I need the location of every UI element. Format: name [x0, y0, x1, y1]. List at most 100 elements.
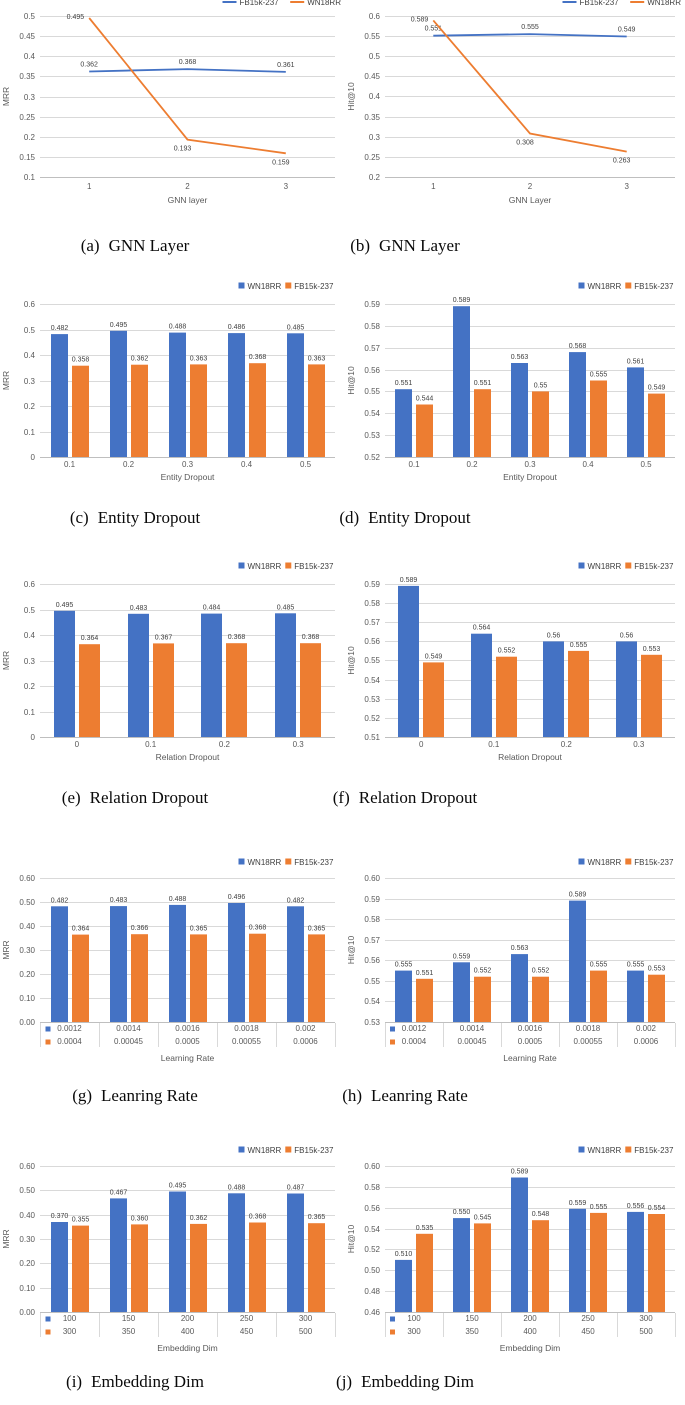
series-FB15k-237: 0.551 0.555 0.549: [425, 24, 636, 38]
svg-text:0.40: 0.40: [19, 922, 35, 931]
svg-text:0.54: 0.54: [364, 409, 380, 418]
caption-j: (j) Embedding Dim: [290, 1372, 520, 1392]
svg-text:0.10: 0.10: [19, 1284, 35, 1293]
svg-text:0.0005: 0.0005: [518, 1037, 543, 1046]
svg-text:0: 0: [31, 453, 36, 462]
svg-text:0.60: 0.60: [364, 1162, 380, 1171]
svg-text:0.57: 0.57: [364, 618, 380, 627]
svg-text:0.548: 0.548: [532, 1211, 550, 1218]
svg-text:0.0004: 0.0004: [57, 1037, 82, 1046]
svg-text:0.482: 0.482: [51, 897, 69, 904]
series-FB15k-237: 0.364 0.366 0.365 0.368 0.365: [72, 925, 325, 1022]
svg-text:0.3: 0.3: [24, 377, 36, 386]
svg-text:0.495: 0.495: [110, 322, 128, 329]
svg-text:0.00: 0.00: [19, 1018, 35, 1027]
caption-h-text: Leanring Rate: [371, 1086, 468, 1105]
series-FB15k-237: 0.549 0.552 0.555 0.553: [423, 642, 662, 737]
svg-text:0.367: 0.367: [155, 634, 173, 641]
svg-text:0.4: 0.4: [24, 52, 36, 61]
svg-text:0.4: 0.4: [582, 460, 594, 469]
svg-text:200: 200: [523, 1314, 537, 1323]
svg-text:Relation Dropout: Relation Dropout: [156, 752, 220, 762]
svg-text:FB15k-237: FB15k-237: [634, 858, 674, 867]
svg-text:0.559: 0.559: [453, 953, 471, 960]
svg-text:0.53: 0.53: [364, 431, 380, 440]
series-WN18RR: 0.589 0.564 0.56 0.56: [398, 577, 637, 737]
chart-g-mrr-vs-learning-rate: 0.00 0.10 0.20 0.30 0.40 0.50 0.60 MRR Learning …: [0, 834, 345, 1074]
svg-text:500: 500: [639, 1327, 653, 1336]
svg-text:Hit@10: Hit@10: [346, 366, 356, 395]
series-WN18RR: 0.510 0.550 0.589 0.559 0.556: [395, 1169, 644, 1312]
svg-text:0.0006: 0.0006: [634, 1037, 659, 1046]
svg-text:FB15k-237: FB15k-237: [294, 858, 334, 867]
svg-text:0.3: 0.3: [293, 740, 305, 749]
svg-text:GNN layer: GNN layer: [168, 195, 208, 205]
svg-text:0.5: 0.5: [369, 52, 381, 61]
svg-text:0: 0: [31, 733, 36, 742]
y-axis: 0.46 0.48 0.50 0.52 0.54 0.56 0.58 0.60 Hit@10: [346, 1162, 675, 1317]
svg-text:Hit@10: Hit@10: [346, 82, 356, 111]
y-axis: 0.1 0.15 0.2 0.25 0.3 0.35 0.4 0.45 0.5 MRR: [1, 12, 335, 182]
svg-text:0.15: 0.15: [19, 153, 35, 162]
svg-text:0.495: 0.495: [169, 1183, 187, 1190]
legend: WN18RR FB15k-237: [238, 562, 334, 571]
svg-text:200: 200: [181, 1314, 195, 1323]
svg-text:0.555: 0.555: [590, 1204, 608, 1211]
svg-text:FB15k-237: FB15k-237: [634, 1146, 674, 1155]
series-WN18RR: 0.551 0.589 0.563 0.568 0.561: [395, 297, 645, 457]
svg-text:0.52: 0.52: [364, 1245, 380, 1254]
svg-text:0.561: 0.561: [627, 358, 645, 365]
legend: WN18RR FB15k-237: [578, 1146, 674, 1155]
svg-text:0.555: 0.555: [590, 962, 608, 969]
x-axis: Embedding Dim 100 150 200 250 300 300 350 400 450…: [385, 1313, 676, 1353]
svg-text:0.2: 0.2: [219, 740, 231, 749]
series-WN18RR: 0.555 0.559 0.563 0.589 0.555: [395, 892, 644, 1022]
svg-text:0.358: 0.358: [72, 357, 90, 364]
svg-text:0.59: 0.59: [364, 895, 380, 904]
chart-j-hit10-vs-embedding-dim: 0.46 0.48 0.50 0.52 0.54 0.56 0.58 0.60 Hit@10 Em…: [345, 1140, 685, 1372]
svg-text:0.55: 0.55: [534, 382, 548, 389]
svg-text:0.363: 0.363: [308, 355, 326, 362]
chart-svg-e: 0 0.1 0.2 0.3 0.4 0.5 0.6 MRR Relation Dropout 0 0…: [1, 562, 335, 762]
svg-text:0.488: 0.488: [169, 896, 187, 903]
svg-text:0.554: 0.554: [648, 1205, 666, 1212]
svg-text:450: 450: [240, 1327, 254, 1336]
svg-text:0.2: 0.2: [561, 740, 573, 749]
caption-e: (e) Relation Dropout: [20, 788, 250, 808]
svg-text:450: 450: [581, 1327, 595, 1336]
svg-text:0.20: 0.20: [19, 1259, 35, 1268]
svg-text:350: 350: [465, 1327, 479, 1336]
svg-text:0.496: 0.496: [228, 894, 246, 901]
svg-text:0.589: 0.589: [453, 297, 471, 304]
svg-text:0.35: 0.35: [364, 113, 380, 122]
svg-text:0.00045: 0.00045: [458, 1037, 487, 1046]
svg-text:0.555: 0.555: [590, 372, 608, 379]
svg-text:MRR: MRR: [1, 940, 11, 959]
legend: WN18RR FB15k-237: [238, 858, 334, 867]
svg-text:0.4: 0.4: [24, 631, 36, 640]
svg-text:WN18RR: WN18RR: [588, 858, 622, 867]
x-axis: Entity Dropout 0.1 0.2 0.3 0.4 0.5: [64, 460, 312, 482]
svg-text:0.483: 0.483: [110, 897, 128, 904]
chart-d-hit10-vs-entity-dropout: 0.52 0.53 0.54 0.55 0.56 0.57 0.58 0.59 Hit@10 En…: [345, 270, 685, 502]
svg-text:0.488: 0.488: [169, 324, 187, 331]
svg-text:0.3: 0.3: [633, 740, 645, 749]
svg-text:Embedding Dim: Embedding Dim: [157, 1343, 217, 1353]
svg-text:0.563: 0.563: [511, 945, 529, 952]
svg-text:0.35: 0.35: [19, 72, 35, 81]
caption-i-text: Embedding Dim: [91, 1372, 204, 1391]
svg-text:Learning Rate: Learning Rate: [161, 1053, 215, 1063]
svg-text:0.589: 0.589: [511, 1169, 529, 1176]
svg-text:0.60: 0.60: [19, 874, 35, 883]
svg-text:0.2: 0.2: [123, 460, 135, 469]
svg-text:400: 400: [523, 1327, 537, 1336]
caption-e-text: Relation Dropout: [89, 788, 209, 807]
svg-text:0.368: 0.368: [228, 634, 246, 641]
svg-text:0.58: 0.58: [364, 599, 380, 608]
svg-text:0: 0: [75, 740, 80, 749]
svg-text:0.0018: 0.0018: [576, 1024, 601, 1033]
svg-text:0.495: 0.495: [67, 14, 85, 21]
